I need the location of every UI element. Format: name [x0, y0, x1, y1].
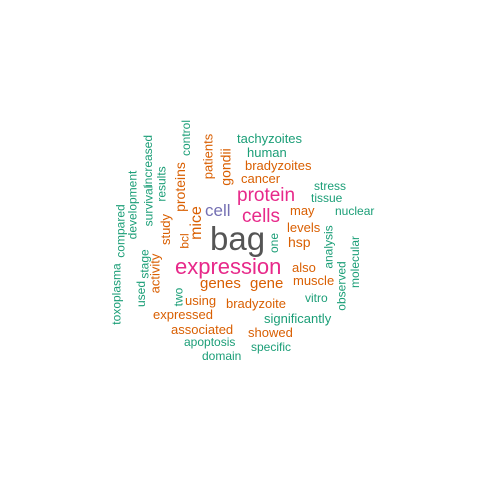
word-observed: observed: [334, 261, 349, 311]
word-expressed: expressed: [153, 307, 213, 322]
word-may: may: [290, 203, 315, 218]
word-showed: showed: [248, 325, 293, 340]
word-bcl: bcl: [177, 233, 192, 249]
word-study: study: [158, 213, 174, 246]
word-tachyzoites: tachyzoites: [237, 131, 303, 146]
word-patients: patients: [200, 133, 216, 180]
word-gene: gene: [250, 275, 284, 292]
word-development: development: [125, 170, 140, 240]
word-specific: specific: [251, 340, 292, 354]
word-compared: compared: [113, 204, 128, 258]
word-also: also: [292, 260, 316, 275]
word-gondii: gondii: [217, 148, 234, 186]
word-proteins: proteins: [171, 162, 188, 212]
word-muscle: muscle: [293, 273, 335, 288]
word-associated: associated: [171, 322, 234, 337]
word-cell: cell: [205, 201, 231, 220]
word-two: two: [171, 287, 186, 307]
word-human: human: [247, 145, 287, 160]
word-apoptosis: apoptosis: [184, 335, 236, 349]
word-using: using: [185, 293, 217, 308]
word-levels: levels: [287, 220, 321, 235]
word-analysis: analysis: [321, 225, 336, 269]
word-hsp: hsp: [288, 234, 311, 250]
word-bradyzoite: bradyzoite: [226, 296, 286, 311]
word-nuclear: nuclear: [335, 204, 375, 218]
word-used: used: [134, 280, 149, 308]
word-activity: activity: [147, 253, 163, 294]
word-one: one: [267, 232, 282, 254]
word-molecular: molecular: [348, 235, 363, 289]
word-expression: expression: [175, 254, 282, 279]
word-results: results: [154, 166, 169, 202]
word-protein: protein: [237, 185, 296, 206]
word-stress: stress: [314, 179, 347, 193]
word-toxoplasma: toxoplasma: [109, 263, 124, 325]
word-control: control: [179, 119, 194, 157]
word-cells: cells: [242, 206, 281, 227]
word-increased: increased: [141, 134, 156, 188]
word-significantly: significantly: [264, 311, 332, 326]
word-bag: bag: [210, 220, 266, 257]
word-genes: genes: [200, 275, 241, 292]
word-cancer: cancer: [241, 171, 281, 186]
word-domain: domain: [202, 349, 242, 363]
word-tissue: tissue: [311, 191, 343, 205]
word-survival: survival: [141, 185, 156, 227]
word-vitro: vitro: [305, 291, 328, 305]
word-bradyzoites: bradyzoites: [245, 158, 312, 173]
